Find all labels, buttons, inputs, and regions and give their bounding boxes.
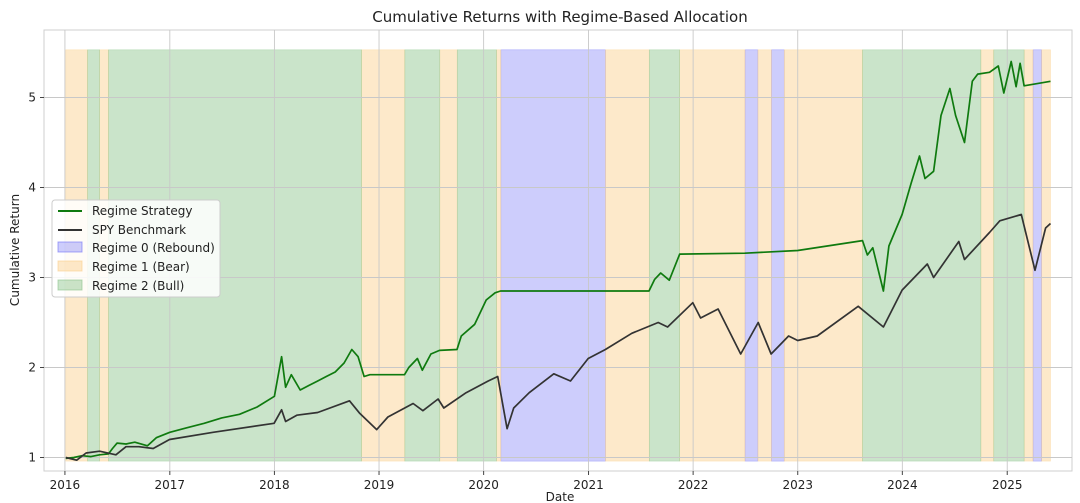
regime-1-band-7 (757, 49, 772, 462)
y-tick-label-3: 3 (28, 271, 36, 285)
x-tick-label-2016: 2016 (50, 478, 81, 492)
x-tick-label-2022: 2022 (678, 478, 709, 492)
regime-1-band-9 (980, 49, 995, 462)
x-tick-label-2020: 2020 (468, 478, 499, 492)
axis-ticks: 2016 2017 2018 2019 2020 2021 2022 2023 2024 2025… (28, 91, 1022, 493)
x-tick-label-2017: 2017 (155, 478, 186, 492)
legend-label-regime-0: Regime 0 (Rebound) (92, 241, 215, 255)
x-tick-label-2024: 2024 (887, 478, 918, 492)
y-tick-label-5: 5 (28, 91, 36, 105)
regime-1-band-6 (679, 49, 746, 462)
y-tick-label-1: 1 (28, 451, 36, 465)
y-tick-label-4: 4 (28, 181, 36, 195)
legend-label-regime-2: Regime 2 (Bull) (92, 279, 184, 293)
legend-label-regime-1: Regime 1 (Bear) (92, 260, 190, 274)
regime-2-band-5 (862, 49, 982, 462)
legend: Regime Strategy SPY Benchmark Regime 0 (… (51, 199, 221, 298)
legend-swatch-regime-2 (57, 279, 83, 291)
chart-title: Cumulative Returns with Regime-Based All… (372, 8, 747, 26)
regime-2-band-2 (404, 49, 441, 462)
regime-2-band-3 (456, 49, 497, 462)
regime-1-band-3 (439, 49, 458, 462)
series-line-regime-strategy (65, 60, 1051, 460)
legend-label-spy-benchmark: SPY Benchmark (92, 223, 186, 237)
regime-1-band-4 (496, 49, 502, 462)
y-axis-label: Cumulative Return (8, 194, 22, 306)
regime-1-band-11 (1041, 49, 1051, 462)
regime-0-band-0 (500, 49, 606, 462)
series-line-spy-benchmark (65, 213, 1052, 462)
x-tick-label-2019: 2019 (364, 478, 395, 492)
regime-2-band-6 (993, 49, 1025, 462)
regime-bands (65, 49, 1051, 462)
regime-1-band-5 (605, 49, 650, 462)
regime-2-band-4 (648, 49, 680, 462)
x-axis-label: Date (546, 490, 575, 503)
regime-0-band-3 (1032, 49, 1042, 462)
legend-box (51, 199, 221, 298)
regime-0-band-1 (744, 49, 759, 462)
x-tick-label-2018: 2018 (259, 478, 290, 492)
x-tick-label-2023: 2023 (782, 478, 813, 492)
x-tick-label-2025: 2025 (992, 478, 1023, 492)
regime-0-band-2 (771, 49, 785, 462)
legend-swatch-regime-0 (57, 241, 83, 253)
regime-1-band-2 (361, 49, 406, 462)
y-tick-label-2: 2 (28, 361, 36, 375)
x-tick-label-2021: 2021 (573, 478, 604, 492)
legend-label-regime-strategy: Regime Strategy (92, 204, 192, 218)
regime-1-band-8 (783, 49, 863, 462)
legend-swatch-regime-1 (57, 260, 83, 272)
series-lines (65, 60, 1052, 462)
